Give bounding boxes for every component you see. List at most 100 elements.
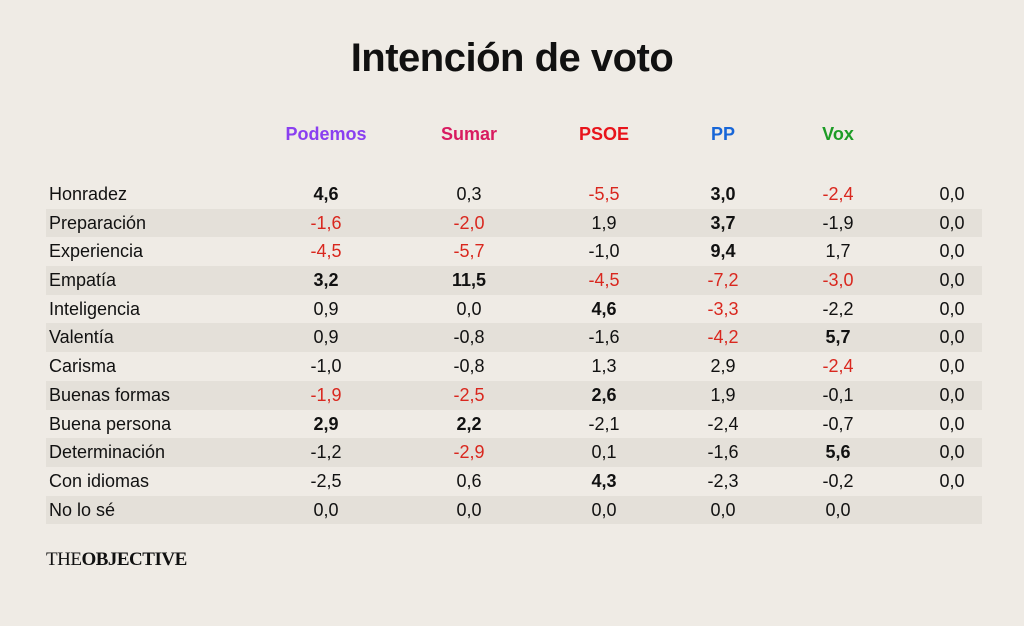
row-label: Carisma	[49, 356, 117, 377]
table-cell: -1,9	[822, 212, 854, 233]
table-cell: -4,5	[310, 241, 342, 262]
table-cell: -2,9	[453, 442, 485, 463]
table-cell: 0,0	[939, 270, 965, 291]
table-cell: 0,0	[939, 327, 965, 348]
table-cell: -0,2	[822, 470, 854, 491]
table-cell: -2,4	[822, 184, 854, 204]
table-cell: 0,0	[939, 442, 965, 463]
table-cell: -5,5	[588, 184, 620, 204]
table-cell: 4,3	[591, 470, 617, 491]
table-cell: 0,0	[939, 356, 965, 377]
table-row: Preparación -1,6 -2,0 1,9 3,7 -1,9 0,0	[46, 208, 982, 238]
table-cell: 3,7	[710, 212, 736, 233]
row-label: Honradez	[49, 184, 128, 204]
row-label: Buena persona	[49, 413, 172, 434]
table-cell: 3,0	[710, 184, 736, 204]
row-label: No lo sé	[49, 499, 116, 520]
table-cell: -1,9	[310, 384, 342, 405]
table-cell: 3,2	[313, 270, 339, 291]
table-cell: 0,0	[939, 241, 965, 262]
row-label: Buenas formas	[49, 384, 171, 405]
table-cell: 2,6	[591, 384, 617, 405]
table-cell: 0,1	[591, 442, 617, 463]
row-label: Valentía	[49, 327, 114, 348]
table-row: Inteligencia 0,9 0,0 4,6 -3,3 -2,2 0,0	[46, 295, 982, 324]
table-cell: 0,0	[939, 298, 965, 319]
table-cell: 11,5	[451, 270, 487, 291]
table-cell: -0,7	[822, 413, 854, 434]
table-cell: -2,2	[822, 298, 854, 319]
table-cell: -2,4	[822, 356, 854, 377]
table-cell: -0,8	[453, 356, 485, 377]
table-cell: 0,0	[939, 384, 965, 405]
column-header-podemos: Podemos	[285, 124, 367, 144]
table-row: Honradez 4,6 0,3 -5,5 3,0 -2,4 0,0	[46, 180, 982, 209]
table-cell: 0,0	[939, 184, 965, 204]
table-cell: 0,0	[456, 499, 482, 520]
row-label: Inteligencia	[49, 298, 141, 319]
table-cell: -4,5	[588, 270, 620, 291]
table-cell: -1,6	[707, 442, 739, 463]
table-cell: 2,2	[456, 413, 482, 434]
table-cell: 1,9	[710, 384, 736, 405]
table-cell: 1,7	[825, 241, 851, 262]
table-cell: -1,2	[310, 442, 342, 463]
table-cell: -2,5	[310, 470, 342, 491]
column-header-sumar: Sumar	[440, 124, 498, 144]
table-cell: -0,1	[822, 384, 854, 405]
table-cell: -2,4	[707, 413, 739, 434]
table-cell: 0,0	[456, 298, 482, 319]
chart-title: Intención de voto	[350, 36, 674, 80]
table-cell: -3,3	[707, 298, 739, 319]
table-cell: 0,0	[939, 212, 965, 233]
row-label: Con idiomas	[49, 470, 150, 491]
table-body: Honradez 4,6 0,3 -5,5 3,0 -2,4 0,0 Preparación -…	[46, 180, 982, 525]
table-cell: -5,7	[453, 241, 485, 262]
table-row: Buenas formas -1,9 -2,5 2,6 1,9 -0,1 0,0	[46, 380, 982, 410]
column-header-pp: PP	[710, 124, 735, 144]
row-label: Determinación	[49, 442, 166, 463]
table-cell: 0,0	[313, 499, 339, 520]
table-header-row: Podemos Sumar PSOE PP Vox	[46, 124, 982, 150]
table-cell: 5,7	[825, 327, 851, 348]
table-cell: 2,9	[710, 356, 736, 377]
table-row: Experiencia -4,5 -5,7 -1,0 9,4 1,7 0,0	[46, 237, 982, 266]
table-row: Valentía 0,9 -0,8 -1,6 -4,2 5,7 0,0	[46, 323, 982, 353]
table-cell: 0,3	[456, 184, 482, 204]
table-cell: 0,6	[456, 470, 482, 491]
table-cell: 0,0	[591, 499, 617, 520]
table-cell: -4,2	[707, 327, 739, 348]
table-cell: -2,5	[453, 384, 485, 405]
column-header-psoe: PSOE	[578, 124, 630, 144]
table-row: Buena persona 2,9 2,2 -2,1 -2,4 -0,7 0,0	[46, 410, 982, 439]
table-cell: 2,9	[313, 413, 339, 434]
table-cell: -1,0	[588, 241, 620, 262]
table-cell: -2,3	[707, 470, 739, 491]
table-cell: -1,6	[588, 327, 620, 348]
table-cell: 0,0	[939, 413, 965, 434]
table-cell: -7,2	[707, 270, 739, 291]
table-cell: -0,8	[453, 327, 485, 348]
table-cell: -2,1	[588, 413, 620, 434]
table-row: Con idiomas -2,5 0,6 4,3 -2,3 -0,2 0,0	[46, 467, 982, 496]
table-cell: 4,6	[591, 298, 617, 319]
row-label: Preparación	[49, 212, 147, 233]
table-row: Determinación -1,2 -2,9 0,1 -1,6 5,6 0,0	[46, 438, 982, 467]
table-cell: 1,3	[591, 356, 617, 377]
table-cell: 0,9	[313, 298, 339, 319]
table-cell: 1,9	[591, 212, 617, 233]
table-cell: -1,0	[310, 356, 342, 377]
table-cell: 4,6	[313, 184, 339, 204]
table-cell: -2,0	[453, 212, 485, 233]
table-row: Carisma -1,0 -0,8 1,3 2,9 -2,4 0,0	[46, 352, 982, 381]
table-cell: -3,0	[822, 270, 854, 291]
table-cell: 0,0	[710, 499, 736, 520]
column-header-vox: Vox	[822, 124, 854, 144]
table-cell: 9,4	[710, 241, 736, 262]
table-cell: 0,0	[939, 470, 965, 491]
table-cell: 5,6	[825, 442, 851, 463]
table-cell: 0,9	[313, 327, 339, 348]
table-row: No lo sé 0,0 0,0 0,0 0,0 0,0	[46, 495, 982, 525]
table-row: Empatía 3,2 11,5 -4,5 -7,2 -3,0 0,0	[46, 266, 982, 295]
row-label: Empatía	[49, 270, 117, 291]
